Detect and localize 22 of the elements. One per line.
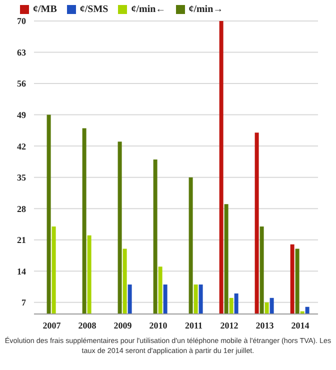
x-tick-label: 2010 xyxy=(149,320,168,330)
legend-label: ¢/min→ xyxy=(188,4,224,15)
x-tick-label: 2013 xyxy=(256,320,274,330)
y-tick-label: 63 xyxy=(17,47,26,58)
x-tick-label: 2008 xyxy=(78,320,97,330)
legend-label: ¢/min← xyxy=(131,4,166,15)
y-tick-label: 35 xyxy=(17,172,26,183)
legend-label: ¢/SMS xyxy=(80,4,108,15)
x-tick-label: 2009 xyxy=(114,320,132,330)
y-tick-label: 21 xyxy=(17,235,26,246)
x-tick-label: 2012 xyxy=(220,320,239,330)
y-tick-label: 70 xyxy=(17,16,26,26)
y-tick-label: 7 xyxy=(22,298,26,308)
x-tick-label: 2014 xyxy=(291,320,310,330)
x-tick-label: 2007 xyxy=(42,320,62,330)
y-tick-label: 28 xyxy=(17,204,26,214)
legend-label: ¢/MB xyxy=(33,4,57,15)
y-tick-label: 56 xyxy=(17,78,26,89)
y-tick-label: 14 xyxy=(17,266,26,276)
x-tick-label: 2011 xyxy=(184,320,203,330)
y-tick-label: 49 xyxy=(17,110,26,120)
y-tick-label: 42 xyxy=(17,141,26,152)
